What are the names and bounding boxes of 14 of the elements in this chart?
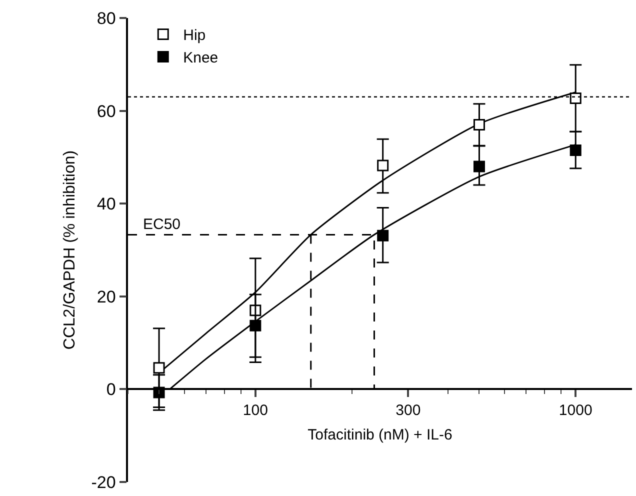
y-tick-label: 40 [96, 194, 116, 214]
annotation: EC50 [143, 216, 181, 233]
x-axis-title: Tofacitinib (nM) + IL-6 [308, 426, 452, 444]
legend-label: Hip [183, 27, 206, 44]
x-tick-label: 300 [396, 402, 421, 419]
y-tick-label: 20 [96, 287, 116, 306]
y-tick-label: -20 [91, 472, 116, 492]
y-tick-label: 0 [106, 380, 116, 400]
y-axis-title: CCL2/GAPDH (% inhibition) [62, 150, 79, 350]
legend-label: Knee [183, 50, 218, 67]
x-tick-label: 1000 [558, 402, 592, 419]
y-tick-label: 80 [96, 8, 116, 28]
x-tick-label: 100 [242, 402, 268, 419]
y-tick-label: 60 [96, 102, 116, 121]
